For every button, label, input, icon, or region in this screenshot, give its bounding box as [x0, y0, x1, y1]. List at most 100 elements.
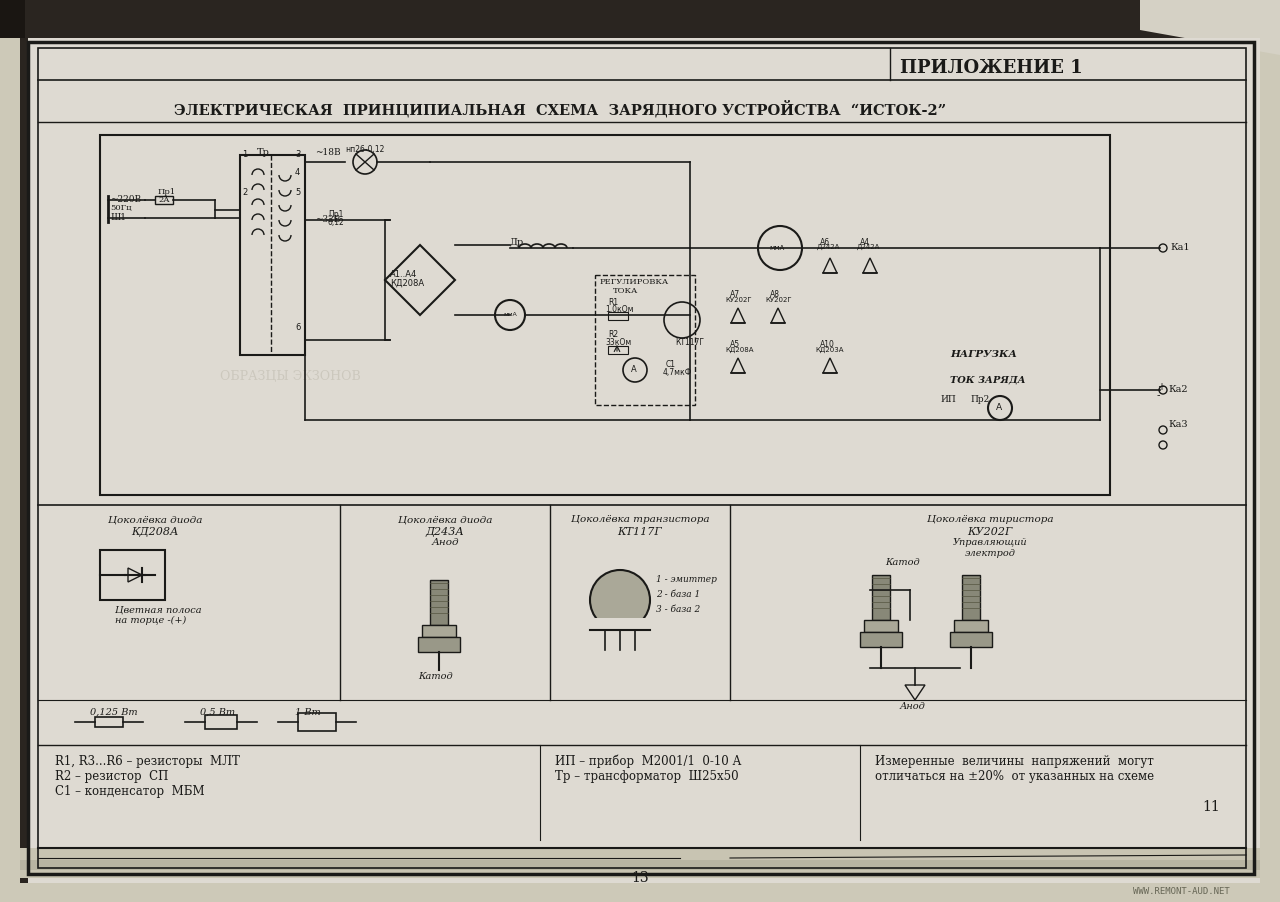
Text: 1: 1	[242, 150, 247, 159]
Text: Анод: Анод	[900, 702, 925, 711]
Text: 0,5 Вт: 0,5 Вт	[200, 708, 236, 717]
Text: КУ202Г: КУ202Г	[724, 297, 751, 303]
Text: ТОК ЗАРЯДА: ТОК ЗАРЯДА	[950, 375, 1025, 384]
Text: А6: А6	[820, 238, 831, 247]
Text: КД208А: КД208А	[390, 279, 424, 288]
Text: КУ202Г: КУ202Г	[765, 297, 791, 303]
Text: 1,0кОм: 1,0кОм	[605, 305, 634, 314]
Text: ИП – прибор  М2001/1  0-10 А: ИП – прибор М2001/1 0-10 А	[556, 755, 741, 769]
Text: R2 – резистор  СП: R2 – резистор СП	[55, 770, 169, 783]
Text: Катод: Катод	[884, 558, 919, 567]
Text: Тр – трансформатор  Ш25x50: Тр – трансформатор Ш25x50	[556, 770, 739, 783]
Bar	[0, 0, 1280, 38]
Text: Измеренные  величины  напряжений  могут: Измеренные величины напряжений могут	[876, 755, 1153, 768]
Text: 33кОм: 33кОм	[605, 338, 631, 347]
Text: Д242А: Д242А	[858, 244, 881, 250]
Text: Цоколёвка транзистора: Цоколёвка транзистора	[571, 515, 709, 524]
Text: Цоколёвка диода: Цоколёвка диода	[108, 515, 202, 524]
Text: КД203А: КД203А	[815, 347, 844, 353]
Bar	[422, 625, 456, 637]
Text: Д243А: Д243А	[426, 527, 465, 537]
Bar	[864, 620, 899, 632]
Text: на торце -(+): на торце -(+)	[115, 616, 187, 625]
Text: Тр: Тр	[257, 148, 270, 157]
Text: ИП: ИП	[940, 395, 956, 404]
Text: -: -	[1157, 390, 1161, 400]
Text: R1: R1	[608, 298, 618, 307]
Text: C1: C1	[666, 360, 676, 369]
Text: 5: 5	[294, 188, 301, 197]
Text: ммА: ммА	[769, 245, 785, 251]
Text: ТОКА: ТОКА	[613, 287, 639, 295]
Text: 1 Вт: 1 Вт	[294, 708, 321, 717]
Text: A: A	[631, 365, 636, 374]
Text: Пр1: Пр1	[328, 210, 343, 219]
Text: 13: 13	[631, 871, 649, 885]
Bar	[20, 848, 1260, 878]
Text: отличаться на ±20%  от указанных на схеме: отличаться на ±20% от указанных на схеме	[876, 770, 1155, 783]
Text: Др: Др	[509, 238, 525, 247]
Text: А4: А4	[860, 238, 870, 247]
Text: 3: 3	[294, 150, 301, 159]
Polygon shape	[1140, 0, 1280, 55]
Bar	[954, 620, 988, 632]
Bar	[241, 155, 305, 355]
Text: 0,125 Вт: 0,125 Вт	[90, 708, 138, 717]
Text: Управляющий: Управляющий	[952, 538, 1028, 547]
Bar	[20, 38, 28, 883]
Text: 6: 6	[294, 323, 301, 332]
Text: КД208А: КД208А	[132, 527, 179, 537]
Text: электрод: электрод	[965, 549, 1015, 558]
Text: 2 - база 1: 2 - база 1	[657, 590, 700, 599]
Text: А10: А10	[820, 340, 835, 349]
Text: 1 - эмиттер: 1 - эмиттер	[657, 575, 717, 584]
Bar	[20, 860, 1260, 870]
Text: Ка2: Ка2	[1169, 385, 1188, 394]
Bar	[298, 713, 335, 731]
Text: КД208А: КД208А	[724, 347, 754, 353]
Bar	[608, 312, 628, 320]
Bar	[860, 632, 902, 647]
Text: А5: А5	[730, 340, 740, 349]
Text: НАГРУЗКА: НАГРУЗКА	[950, 350, 1018, 359]
Bar	[419, 637, 460, 652]
Text: 0,12: 0,12	[328, 218, 344, 227]
Text: Ка3: Ка3	[1169, 420, 1188, 429]
Text: Д242А: Д242А	[817, 244, 841, 250]
Text: Пр2: Пр2	[970, 395, 989, 404]
Text: Цветная полоса: Цветная полоса	[115, 605, 202, 614]
Text: Цоколёвка тиристора: Цоколёвка тиристора	[927, 515, 1053, 524]
Text: ЭЛЕКТРИЧЕСКАЯ  ПРИНЦИПИАЛЬНАЯ  СХЕМА  ЗАРЯДНОГО УСТРОЙСТВА  “ИСТОК-2”: ЭЛЕКТРИЧЕСКАЯ ПРИНЦИПИАЛЬНАЯ СХЕМА ЗАРЯД…	[174, 100, 946, 117]
Text: Ка1: Ка1	[1170, 244, 1189, 253]
Bar	[595, 275, 695, 405]
Text: WWW.REMONT-AUD.NET: WWW.REMONT-AUD.NET	[1133, 888, 1230, 897]
Bar	[100, 550, 165, 600]
Text: Цоколёвка диода: Цоколёвка диода	[398, 515, 493, 524]
Text: +: +	[1157, 382, 1165, 392]
Text: А8: А8	[771, 290, 780, 299]
Circle shape	[590, 570, 650, 630]
Text: ~220В: ~220В	[110, 195, 141, 204]
Bar	[155, 196, 173, 204]
Bar	[590, 618, 650, 630]
Bar	[950, 632, 992, 647]
Text: R2: R2	[608, 330, 618, 339]
Text: 2А: 2А	[157, 196, 170, 204]
Text: С1 – конденсатор  МБМ: С1 – конденсатор МБМ	[55, 785, 205, 798]
Bar	[26, 0, 1254, 38]
Bar	[430, 580, 448, 625]
Text: Пр1: Пр1	[157, 188, 177, 196]
Bar	[100, 135, 1110, 495]
Text: 50Гц: 50Гц	[110, 204, 132, 212]
Text: 4,7мкФ: 4,7мкФ	[663, 368, 692, 377]
Text: ~18В: ~18В	[315, 148, 340, 157]
Text: нп26-0,12: нп26-0,12	[346, 145, 384, 154]
Text: Анод: Анод	[431, 538, 458, 547]
Text: РЕГУЛИРОВКА: РЕГУЛИРОВКА	[600, 278, 669, 286]
Text: А7: А7	[730, 290, 740, 299]
Text: A: A	[996, 403, 1002, 412]
Text: ммА: ммА	[503, 312, 517, 318]
Bar	[608, 346, 628, 354]
Text: ОБРАЗЦЫ ЭКЗОНОВ: ОБРАЗЦЫ ЭКЗОНОВ	[220, 370, 361, 383]
Text: 2: 2	[242, 188, 247, 197]
